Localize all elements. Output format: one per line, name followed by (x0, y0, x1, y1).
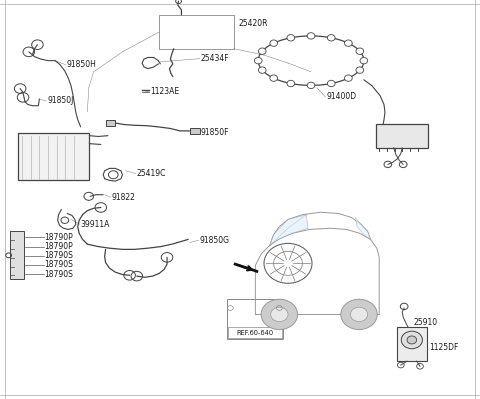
Bar (228, 327, 282, 338)
Text: REF.60-640: REF.60-640 (236, 330, 274, 336)
Text: 18790S: 18790S (45, 251, 73, 260)
Bar (190, 128, 200, 134)
Circle shape (287, 35, 295, 41)
Bar (227, 299, 283, 339)
Circle shape (254, 57, 262, 64)
Circle shape (287, 80, 295, 87)
Text: 1123AE: 1123AE (150, 87, 180, 96)
Bar (18, 133, 89, 180)
Bar (159, 15, 234, 49)
Bar (397, 327, 427, 361)
Text: 91822: 91822 (111, 193, 135, 201)
Bar (376, 124, 428, 148)
Circle shape (327, 35, 335, 41)
Text: 91850H: 91850H (66, 60, 96, 69)
Text: 91850F: 91850F (201, 128, 229, 136)
Circle shape (356, 48, 364, 54)
Polygon shape (355, 217, 371, 239)
Circle shape (270, 40, 277, 46)
Circle shape (360, 57, 368, 64)
Circle shape (345, 75, 352, 81)
Circle shape (271, 307, 288, 322)
Text: 18790S: 18790S (45, 270, 73, 279)
Text: 18790P: 18790P (45, 242, 73, 251)
Circle shape (258, 48, 266, 54)
Text: 25910: 25910 (414, 318, 438, 327)
Bar (10, 231, 24, 279)
Text: 1125DF: 1125DF (430, 344, 459, 352)
Circle shape (356, 67, 364, 73)
Circle shape (401, 331, 422, 349)
Circle shape (350, 307, 368, 322)
Circle shape (307, 33, 315, 39)
Circle shape (341, 299, 377, 330)
Text: 91850G: 91850G (200, 236, 229, 245)
Polygon shape (270, 215, 308, 245)
Circle shape (270, 75, 277, 81)
Circle shape (307, 82, 315, 89)
Text: 25419C: 25419C (137, 169, 166, 178)
Text: 91400D: 91400D (326, 93, 357, 101)
Circle shape (327, 80, 335, 87)
Circle shape (258, 67, 266, 73)
Text: 39911A: 39911A (81, 220, 110, 229)
Text: 18790P: 18790P (45, 233, 73, 242)
Text: 18790S: 18790S (45, 261, 73, 269)
Circle shape (345, 40, 352, 46)
Text: 91850J: 91850J (47, 97, 73, 105)
Circle shape (261, 299, 298, 330)
Text: 25434F: 25434F (201, 54, 229, 63)
Circle shape (407, 336, 417, 344)
Text: 25420R: 25420R (238, 20, 267, 28)
Bar (106, 120, 115, 126)
